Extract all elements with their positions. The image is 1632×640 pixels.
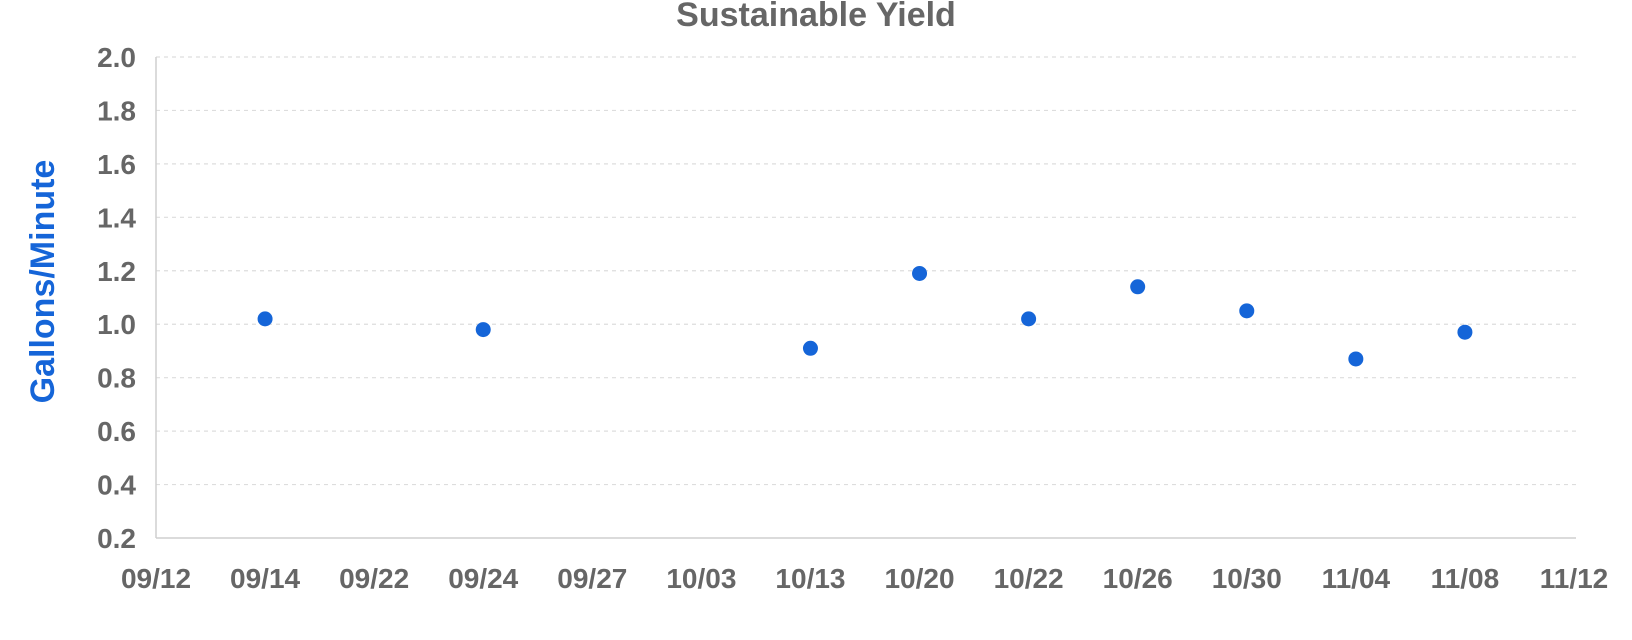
data-point	[1457, 324, 1473, 340]
data-point	[257, 311, 273, 327]
x-tick-label: 09/24	[448, 563, 518, 594]
x-tick-labels: 09/12 09/14 09/22 09/24 09/27 10/03 10/13 10/20…	[121, 563, 1608, 594]
x-tick-label: 10/13	[775, 563, 845, 594]
x-tick-label: 10/03	[666, 563, 736, 594]
y-tick-label: 0.2	[97, 523, 136, 554]
y-tick-labels: 0.2 0.4 0.6 0.8 1.0 1.2 1.4 1.6 1.8 2.0	[97, 42, 136, 554]
x-tick-label: 09/27	[557, 563, 627, 594]
y-tick-label: 1.8	[97, 95, 136, 126]
x-tick-label: 09/22	[339, 563, 409, 594]
x-tick-label: 11/04	[1322, 563, 1391, 594]
x-tick-label: 11/12	[1540, 563, 1609, 594]
data-point	[802, 340, 818, 356]
y-tick-label: 0.6	[97, 416, 136, 447]
data-point	[1239, 303, 1255, 319]
x-tick-label: 09/12	[121, 563, 191, 594]
gridlines	[156, 56, 1576, 486]
data-point	[475, 322, 491, 338]
x-tick-label: 10/22	[994, 563, 1064, 594]
y-tick-label: 1.2	[97, 256, 136, 287]
x-tick-label: 11/08	[1431, 563, 1500, 594]
y-tick-label: 0.4	[97, 470, 136, 501]
x-tick-label: 10/30	[1212, 563, 1282, 594]
data-point	[1021, 311, 1037, 327]
x-tick-label: 10/26	[1103, 563, 1173, 594]
data-points	[257, 265, 1473, 367]
y-tick-label: 1.6	[97, 149, 136, 180]
data-point	[912, 265, 928, 281]
data-point	[1130, 279, 1146, 295]
y-axis-label: Gallons/Minute	[24, 160, 62, 404]
y-tick-label: 1.0	[97, 309, 136, 340]
y-tick-label: 0.8	[97, 363, 136, 394]
axes	[155, 57, 1576, 539]
x-tick-label: 09/14	[230, 563, 300, 594]
y-tick-label: 2.0	[97, 42, 136, 73]
x-tick-label: 10/20	[884, 563, 954, 594]
data-point	[1348, 351, 1364, 367]
chart-title: Sustainable Yield	[676, 0, 956, 34]
y-tick-label: 1.4	[97, 202, 136, 233]
